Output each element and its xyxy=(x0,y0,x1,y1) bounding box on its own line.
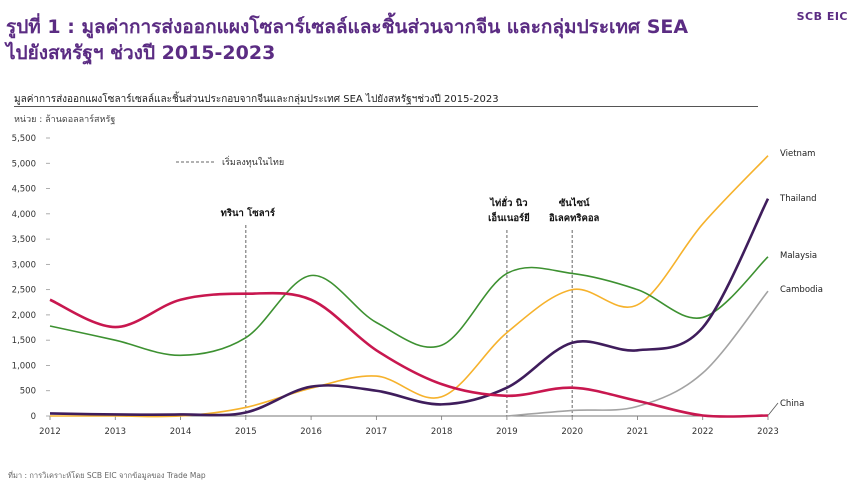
series-label-vietnam: Vietnam xyxy=(780,149,815,159)
x-tick-label: 2012 xyxy=(39,427,61,437)
y-tick-label: 3,000 xyxy=(12,260,36,270)
x-tick-label: 2016 xyxy=(300,427,322,437)
slide-title-line-2: ไปยังสหรัฐฯ ช่วงปี 2015-2023 xyxy=(6,42,276,64)
x-tick-label: 2017 xyxy=(366,427,388,437)
x-tick-label: 2020 xyxy=(561,427,583,437)
x-tick-label: 2018 xyxy=(431,427,453,437)
y-tick-label: 5,500 xyxy=(12,134,36,144)
legend-label: เริ่มลงทุนในไทย xyxy=(222,155,284,168)
y-tick-label: 1,000 xyxy=(12,361,36,371)
annotation-label: เอ็นเนอร์ยี xyxy=(488,211,530,224)
x-tick-label: 2015 xyxy=(235,427,257,437)
brand-logo: SCB EIC xyxy=(796,10,848,23)
x-tick-label: 2023 xyxy=(757,427,779,437)
series-line-china xyxy=(49,291,769,418)
annotation-label: ทรินา โซลาร์ xyxy=(221,207,276,219)
y-tick-label: 0 xyxy=(31,412,36,422)
y-tick-label: 3,500 xyxy=(12,235,36,245)
y-tick-label: 1,500 xyxy=(12,336,36,346)
series-label-cambodia: Cambodia xyxy=(780,285,823,295)
y-tick-label: 5,000 xyxy=(12,159,36,169)
series-line-vietnam xyxy=(49,155,769,418)
source-note: ที่มา : การวิเคราะห์โดย SCB EIC จากข้อมู… xyxy=(8,471,206,480)
series-line-malaysia xyxy=(49,256,769,357)
annotation-label: ไท่ฮั่ว นิว xyxy=(489,195,527,209)
series-label-china: China xyxy=(780,399,804,409)
x-tick-label: 2021 xyxy=(627,427,649,437)
slide-title-line-1: รูปที่ 1 : มูลค่าการส่งออกแผงโซลาร์เซลล์… xyxy=(6,16,689,38)
series-leader-china xyxy=(767,402,779,416)
x-tick-label: 2022 xyxy=(692,427,714,437)
series-line-cambodia xyxy=(506,290,769,417)
x-tick-label: 2019 xyxy=(496,427,518,437)
series-line-thailand xyxy=(49,198,770,417)
series-label-thailand: Thailand xyxy=(779,194,817,204)
series-label-malaysia: Malaysia xyxy=(780,251,817,261)
chart-title: มูลค่าการส่งออกแผงโซลาร์เซลล์และชิ้นส่วน… xyxy=(14,94,499,105)
annotation-label: ซันไซน์ xyxy=(559,197,590,209)
chart-title-divider xyxy=(14,106,758,107)
y-tick-label: 4,000 xyxy=(12,210,36,220)
x-tick-label: 2013 xyxy=(104,427,126,437)
slide-title: รูปที่ 1 : มูลค่าการส่งออกแผงโซลาร์เซลล์… xyxy=(6,14,766,66)
annotation-label: อิเลคทริคอล xyxy=(549,213,600,224)
y-tick-label: 500 xyxy=(20,387,36,397)
y-tick-label: 4,500 xyxy=(12,185,36,195)
unit-label: หน่วย : ล้านดอลลาร์สหรัฐ xyxy=(14,115,116,125)
y-tick-label: 2,500 xyxy=(12,286,36,296)
y-tick-label: 2,000 xyxy=(12,311,36,321)
x-tick-label: 2014 xyxy=(170,427,192,437)
